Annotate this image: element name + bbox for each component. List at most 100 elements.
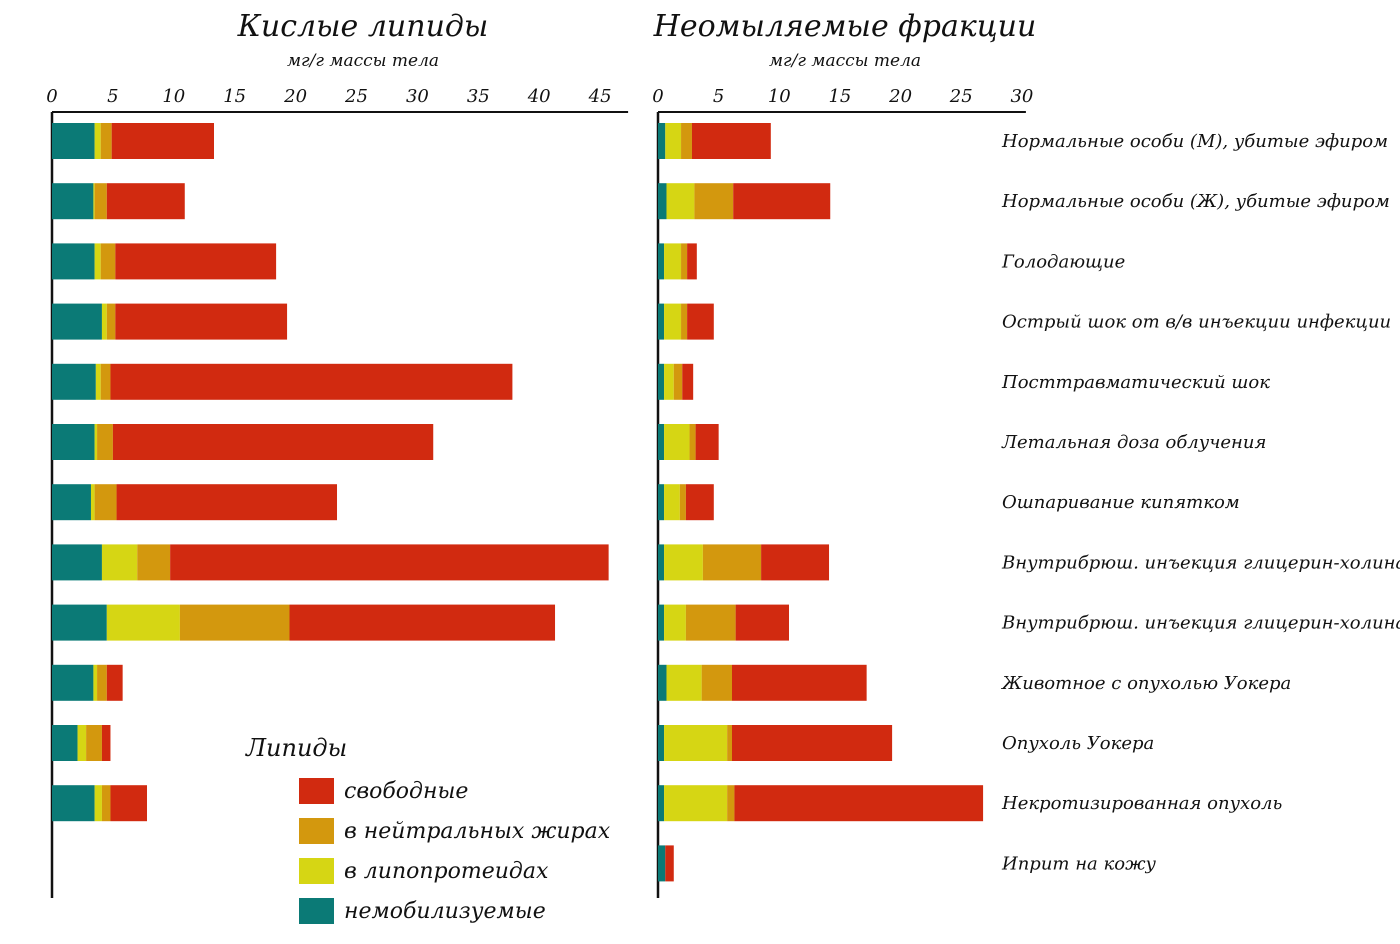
bar-segment <box>94 424 98 460</box>
bar-segment <box>687 243 697 280</box>
bar-segment <box>94 183 107 220</box>
bar-segment <box>658 183 667 220</box>
legend-swatch <box>299 898 334 924</box>
bar-segment <box>733 183 831 220</box>
bar-segment <box>100 363 111 400</box>
bar-segment <box>97 664 107 701</box>
bar-segment <box>695 424 719 460</box>
bar-segment <box>115 243 277 280</box>
bar-segment <box>93 183 95 220</box>
bar-segment <box>685 484 714 521</box>
bar-segment <box>101 303 107 340</box>
bar-segment <box>52 123 95 159</box>
bar-segment <box>658 123 666 159</box>
bar-segment <box>52 604 107 641</box>
bar-segment <box>664 604 686 641</box>
x-tick-label: 15 <box>828 86 851 107</box>
x-tick-label: 45 <box>588 86 612 107</box>
bar-segment <box>137 544 171 581</box>
x-tick-label: 20 <box>283 86 307 107</box>
bar-segment <box>101 544 138 581</box>
bar-segment <box>101 785 111 822</box>
bar-segment <box>658 363 665 400</box>
bar-segment <box>681 243 688 280</box>
category-label: Внутрибрюш. инъекция глицерин-холина <box>1001 613 1400 634</box>
x-tick-label: 0 <box>652 86 663 107</box>
bar-segment <box>679 484 686 521</box>
bar-segment <box>97 424 113 460</box>
bar-segment <box>100 243 116 280</box>
x-tick-label: 10 <box>162 86 185 107</box>
panel-subtitle: мг/г массы тела <box>769 51 921 71</box>
legend-swatch <box>299 858 334 884</box>
category-label: Нормальные особи (Ж), убитые эфиром <box>1001 191 1390 212</box>
bar-segment <box>727 725 732 761</box>
legend-title: Липиды <box>245 734 347 762</box>
legend: Липиды свободные в нейтральных жирах в липо… <box>245 734 611 924</box>
bar-segment <box>701 664 732 701</box>
bar-segment <box>52 363 96 400</box>
bar-segment <box>681 123 692 159</box>
bar-segment <box>94 123 101 159</box>
bar-segment <box>664 363 674 400</box>
bar-segment <box>52 544 102 581</box>
panel-0: Кислые липиды мг/г массы тела 0 5 10 15 20 25 30… <box>46 9 629 898</box>
x-tick-label: 30 <box>1010 86 1033 107</box>
bar-segment <box>658 484 665 521</box>
legend-swatch <box>299 778 334 804</box>
bar-segment <box>664 424 690 460</box>
bar-segment <box>658 303 665 340</box>
bar-segment <box>761 544 830 581</box>
category-label: Голодающие <box>1001 251 1125 272</box>
bar-segment <box>694 183 734 220</box>
panels-layer: Кислые липиды мг/г массы тела 0 5 10 15 20 25 30… <box>46 9 1036 898</box>
category-label: Внутрибрюш. инъекция глицерин-холина <box>1001 552 1400 573</box>
panel-subtitle: мг/г массы тела <box>287 51 439 71</box>
x-tick-label: 25 <box>344 86 368 107</box>
x-tick-label: 40 <box>527 86 551 107</box>
bar-segment <box>731 664 867 701</box>
bar-segment <box>116 484 338 521</box>
bar-segment <box>110 785 148 822</box>
bar-segment <box>673 363 683 400</box>
bar-segment <box>658 243 665 280</box>
bar-segment <box>110 363 513 400</box>
bar-segment <box>664 484 680 521</box>
category-labels: Нормальные особи (М), убитые эфиром Норма… <box>1000 131 1400 874</box>
category-label: Нормальные особи (М), убитые эфиром <box>1001 131 1388 152</box>
bar-segment <box>52 243 95 280</box>
bar-segment <box>106 303 116 340</box>
bar-segment <box>106 183 185 220</box>
bar-segment <box>664 243 682 280</box>
bar-segment <box>111 123 214 159</box>
bar-segment <box>95 363 101 400</box>
bar-segment <box>658 544 665 581</box>
bar-segment <box>702 544 762 581</box>
bar-segment <box>681 303 688 340</box>
bar-segment <box>170 544 609 581</box>
bar-segment <box>691 123 771 159</box>
bar-segment <box>179 604 290 641</box>
bar-segment <box>94 785 102 822</box>
bar-segment <box>664 544 703 581</box>
bar-segment <box>666 664 702 701</box>
x-tick-label: 30 <box>406 86 429 107</box>
bar-segment <box>685 604 736 641</box>
panel-1: Неомыляемые фракции мг/г массы тела 0 5 10 15… <box>652 9 1036 898</box>
bar-segment <box>658 424 665 460</box>
legend-label: в липопротеидах <box>344 859 549 884</box>
bar-segment <box>664 725 728 761</box>
bar-segment <box>52 183 94 220</box>
bar-segment <box>658 845 666 882</box>
bar-segment <box>115 303 288 340</box>
bar-segment <box>734 785 984 822</box>
bar-segment <box>664 303 682 340</box>
x-tick-label: 5 <box>713 86 724 107</box>
x-tick-label: 15 <box>223 86 246 107</box>
x-tick-label: 25 <box>949 86 973 107</box>
bar-segment <box>689 424 696 460</box>
legend-label: немобилизуемые <box>344 899 546 924</box>
category-label: Летальная доза облучения <box>1001 432 1266 453</box>
bar-segment <box>93 664 98 701</box>
